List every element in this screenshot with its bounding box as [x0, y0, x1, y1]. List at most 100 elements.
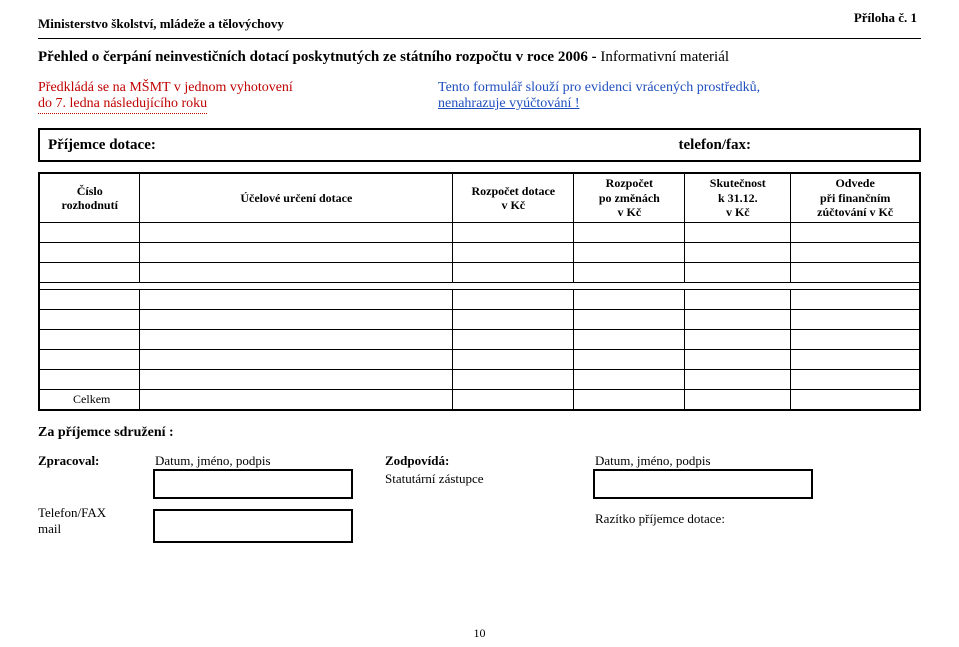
signature-grid: Zpracoval: Datum, jméno, podpis Zodpovíd…: [38, 451, 921, 543]
table-cell[interactable]: [39, 370, 140, 390]
table-total-row: Celkem: [39, 390, 920, 411]
table-cell[interactable]: [39, 263, 140, 283]
table-cell[interactable]: [685, 263, 791, 283]
table-cell[interactable]: [685, 370, 791, 390]
zodpovida-col: Zodpovídá: Statutární zástupce: [383, 451, 553, 487]
table-cell[interactable]: [453, 310, 574, 330]
table-cell[interactable]: [453, 263, 574, 283]
table-cell[interactable]: [39, 310, 140, 330]
table-cell[interactable]: [39, 330, 140, 350]
table-cell[interactable]: [39, 350, 140, 370]
table-gap-row: [39, 283, 920, 290]
table-row: [39, 310, 920, 330]
table-cell[interactable]: [140, 290, 453, 310]
note-left-line2-text: do 7. ledna následujícího roku: [38, 96, 207, 114]
notes-row: Předkládá se na MŠMT v jednom vyhotovení…: [38, 80, 921, 114]
page-title: Přehled o čerpání neinvestičních dotací …: [38, 49, 921, 66]
main-table: Číslorozhodnutí Účelové určení dotace Ro…: [38, 172, 921, 411]
col-header-0: Číslorozhodnutí: [39, 173, 140, 223]
table-cell[interactable]: [574, 243, 685, 263]
table-cell[interactable]: [140, 263, 453, 283]
table-row: [39, 223, 920, 243]
table-row: [39, 263, 920, 283]
table-cell[interactable]: [791, 290, 920, 310]
table-cell[interactable]: [574, 310, 685, 330]
note-right: Tento formulář slouží pro evidenci vráce…: [438, 80, 921, 114]
zpracoval-box[interactable]: [153, 469, 353, 499]
table-cell[interactable]: [574, 290, 685, 310]
table-cell[interactable]: [140, 350, 453, 370]
zodpovida-box[interactable]: [593, 469, 813, 499]
horizontal-rule: [38, 38, 921, 39]
ministry-name: Ministerstvo školství, mládeže a tělovýc…: [38, 16, 921, 32]
table-cell[interactable]: [140, 223, 453, 243]
telfax-box[interactable]: [153, 509, 353, 543]
col-header-2: Rozpočet dotacev Kč: [453, 173, 574, 223]
table-cell[interactable]: [140, 330, 453, 350]
signature-heading: Za příjemce sdružení :: [38, 425, 921, 441]
zpracoval-caption: Datum, jméno, podpis: [153, 451, 353, 469]
table-cell[interactable]: [574, 350, 685, 370]
table-cell[interactable]: [453, 223, 574, 243]
table-cell[interactable]: [453, 290, 574, 310]
table-cell[interactable]: [791, 350, 920, 370]
table-cell[interactable]: [574, 330, 685, 350]
table-cell[interactable]: [39, 223, 140, 243]
table-cell[interactable]: [574, 370, 685, 390]
table-cell[interactable]: [791, 310, 920, 330]
telfax-col: Telefon/FAX mail: [38, 503, 153, 537]
col-header-3: Rozpočetpo změnáchv Kč: [574, 173, 685, 223]
table-cell[interactable]: [574, 263, 685, 283]
table-row: [39, 350, 920, 370]
table-cell[interactable]: [39, 290, 140, 310]
telfax-label: Telefon/FAX: [38, 505, 153, 521]
title-suffix: Informativní materiál: [600, 49, 729, 65]
table-cell[interactable]: [685, 223, 791, 243]
table-cell[interactable]: [140, 243, 453, 263]
table-cell[interactable]: [685, 350, 791, 370]
table-cell[interactable]: [453, 350, 574, 370]
table-cell[interactable]: [39, 243, 140, 263]
table-total-cell: [140, 390, 453, 411]
page: Příloha č. 1 Ministerstvo školství, mlád…: [0, 0, 959, 647]
table-total-cell: [453, 390, 574, 411]
zpracoval-label: Zpracoval:: [38, 451, 153, 469]
note-right-line2: nenahrazuje vyúčtování !: [438, 96, 580, 111]
note-right-line1: Tento formulář slouží pro evidenci vráce…: [438, 80, 921, 96]
table-cell[interactable]: [791, 243, 920, 263]
stamp-col: Razítko příjemce dotace:: [593, 503, 813, 527]
table-total-cell: [574, 390, 685, 411]
table-cell[interactable]: [574, 223, 685, 243]
table-gap-cell: [39, 283, 920, 290]
table-cell[interactable]: [453, 330, 574, 350]
recipient-label: Příjemce dotace:: [48, 137, 156, 154]
table-cell[interactable]: [453, 370, 574, 390]
table-total-cell: [791, 390, 920, 411]
table-cell[interactable]: [685, 310, 791, 330]
table-header-row: Číslorozhodnutí Účelové určení dotace Ro…: [39, 173, 920, 223]
table-row: [39, 370, 920, 390]
table-row: [39, 243, 920, 263]
table-cell[interactable]: [791, 223, 920, 243]
table-cell[interactable]: [685, 290, 791, 310]
table-cell[interactable]: [685, 330, 791, 350]
table-cell[interactable]: [140, 370, 453, 390]
col-header-1: Účelové určení dotace: [140, 173, 453, 223]
table-cell[interactable]: [791, 263, 920, 283]
table-body: Celkem: [39, 223, 920, 411]
zodpovida-label: Zodpovídá:: [383, 451, 553, 469]
zpracoval-col: Datum, jméno, podpis: [153, 451, 353, 499]
table-cell[interactable]: [791, 370, 920, 390]
table-total-cell: [685, 390, 791, 411]
table-cell[interactable]: [685, 243, 791, 263]
zodpovida-sub: Statutární zástupce: [383, 469, 553, 487]
table-cell[interactable]: [453, 243, 574, 263]
note-left: Předkládá se na MŠMT v jednom vyhotovení…: [38, 80, 398, 114]
table-total-label: Celkem: [39, 390, 140, 411]
table-row: [39, 330, 920, 350]
zodpovida-right-col: Datum, jméno, podpis: [593, 451, 813, 499]
table-cell[interactable]: [791, 330, 920, 350]
note-left-line1: Předkládá se na MŠMT v jednom vyhotovení: [38, 80, 398, 96]
table-cell[interactable]: [140, 310, 453, 330]
note-left-line2: do 7. ledna následujícího roku: [38, 96, 398, 114]
